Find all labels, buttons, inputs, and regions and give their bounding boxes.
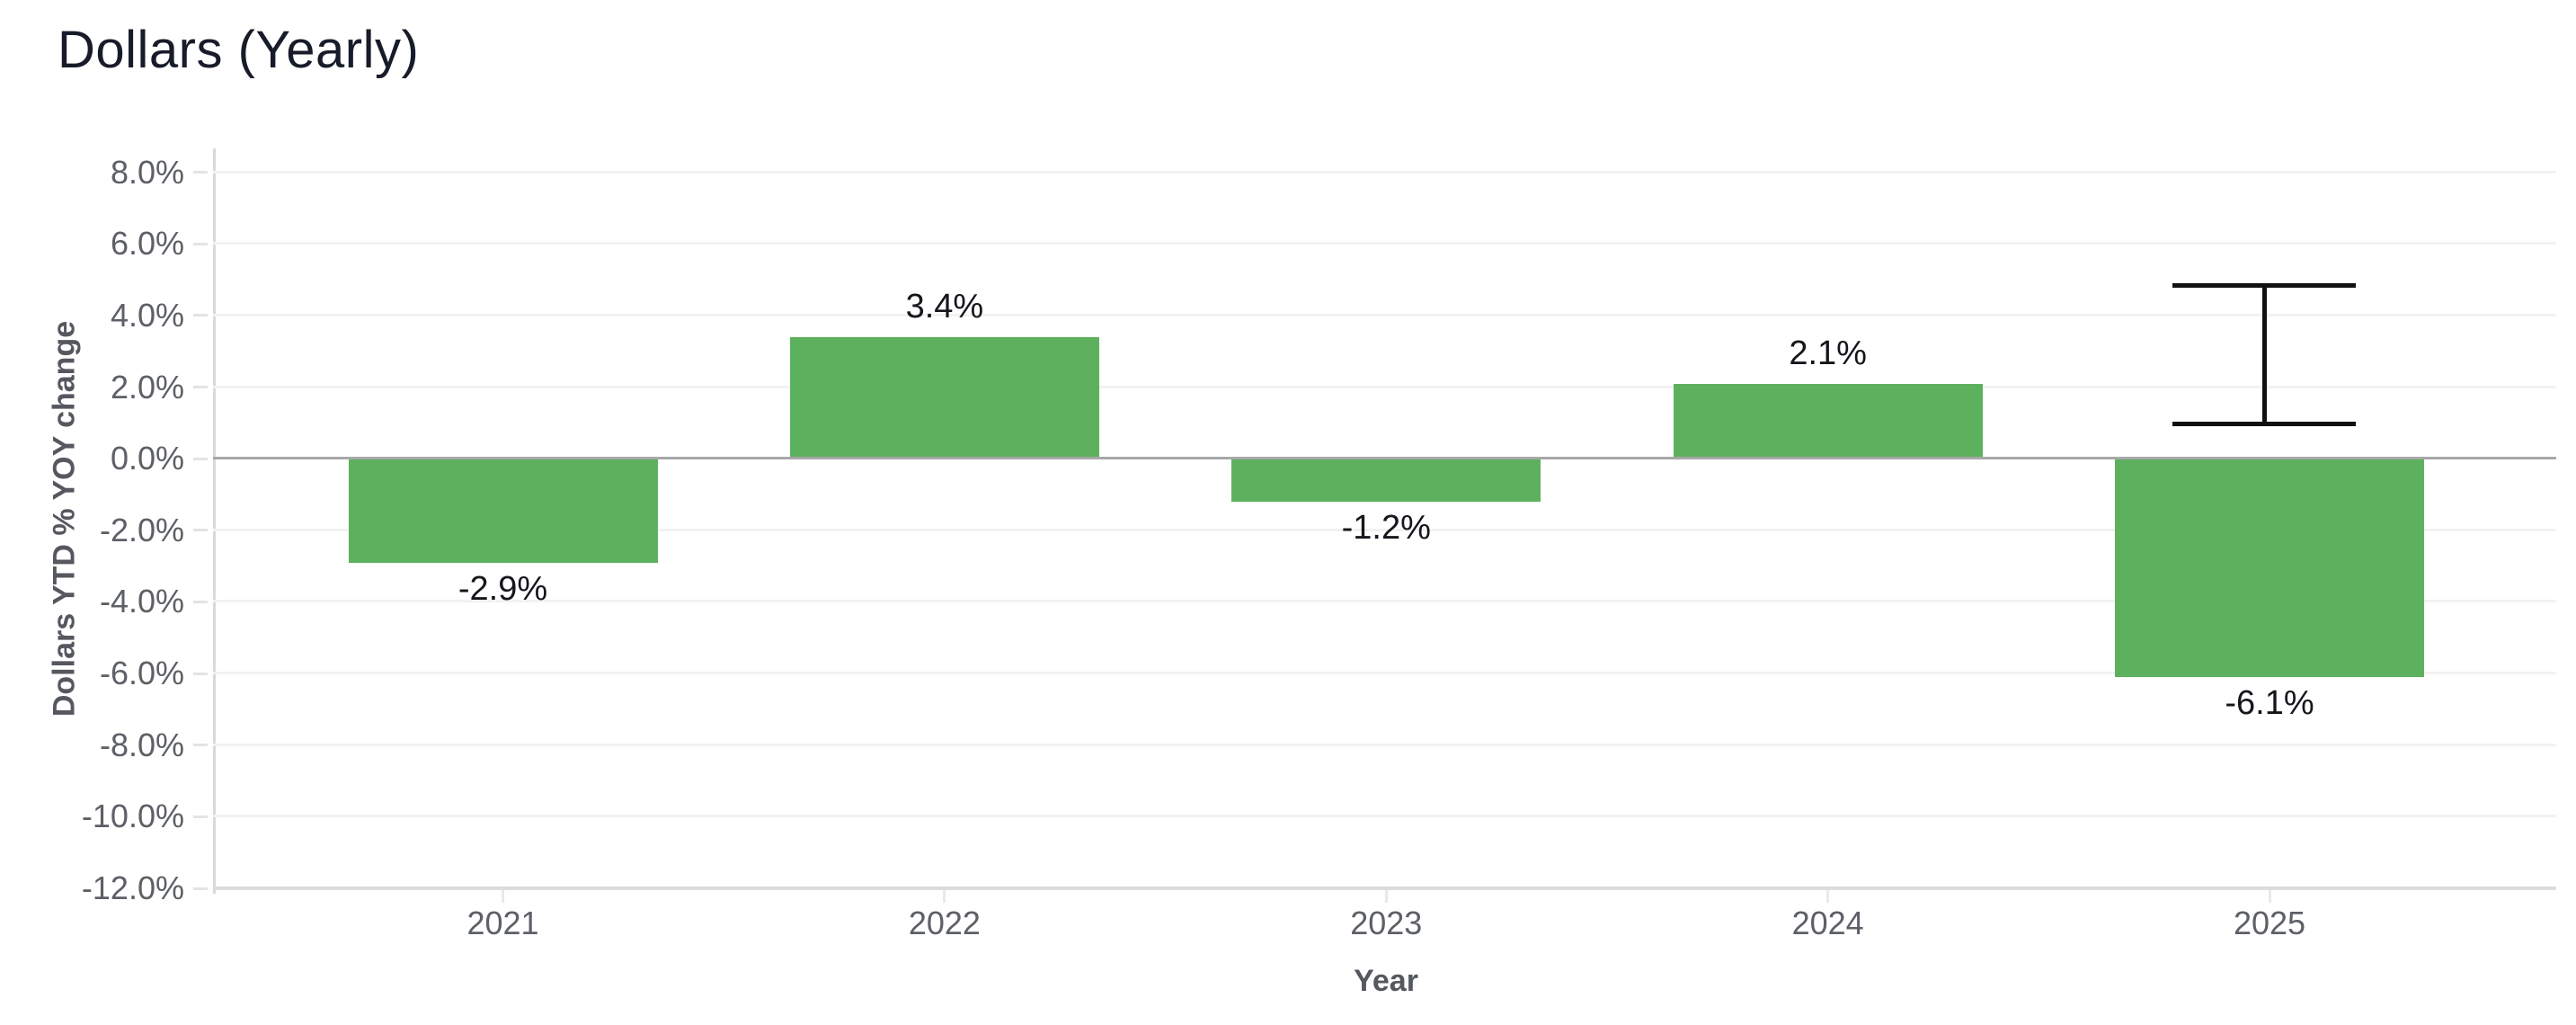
gridline	[213, 385, 2556, 388]
y-axis-tick	[193, 314, 208, 317]
y-axis-tick	[193, 600, 208, 603]
bar-value-label: 2.1%	[1789, 334, 1867, 372]
gridline	[213, 815, 2556, 818]
bar-value-label: 3.4%	[905, 287, 984, 325]
bar-value-label: -2.9%	[457, 569, 548, 608]
gridline	[213, 600, 2556, 603]
y-axis-tick	[193, 672, 208, 675]
y-axis-tick	[193, 815, 208, 818]
x-axis-tick	[943, 890, 946, 903]
y-axis-tick	[193, 529, 208, 532]
x-axis-tick-label: 2022	[908, 905, 981, 941]
y-axis-tick	[193, 744, 208, 747]
x-axis-tick	[2268, 890, 2271, 903]
gridline	[213, 672, 2556, 675]
y-axis-tick-label: -6.0%	[99, 655, 184, 692]
x-axis-tick	[502, 890, 504, 903]
plot-area: -2.9% 3.4% -1.2% 2.1% -6.1%	[213, 148, 2556, 890]
gridline	[213, 743, 2556, 746]
bar-2023[interactable]	[1231, 459, 1541, 502]
chart-title: Dollars (Yearly)	[58, 21, 420, 79]
x-axis-line	[213, 887, 2556, 890]
x-axis-tick	[1384, 890, 1388, 903]
y-axis-tick-label: 6.0%	[110, 225, 184, 263]
x-axis-title: Year	[1354, 964, 1418, 998]
y-axis-tick	[193, 457, 208, 460]
x-axis-tick-label: 2024	[1791, 905, 1864, 941]
y-axis-tick-label: -10.0%	[81, 798, 184, 835]
bar-2024[interactable]	[1673, 383, 1983, 459]
x-axis-tick-label: 2025	[2233, 905, 2306, 941]
y-axis-tick-label: 0.0%	[110, 440, 184, 477]
zero-line	[213, 457, 2556, 460]
bar-2021[interactable]	[348, 459, 658, 563]
bar-value-label: -1.2%	[1341, 508, 1431, 547]
x-axis-tick	[1826, 890, 1830, 903]
y-axis-line	[213, 148, 216, 894]
x-axis-tick-label: 2021	[466, 905, 539, 941]
bar-2022[interactable]	[789, 336, 1099, 459]
gridline	[213, 313, 2556, 316]
y-axis-tick-label: -4.0%	[99, 583, 184, 620]
y-axis-tick	[193, 171, 208, 174]
y-axis-tick-label: 4.0%	[110, 296, 184, 334]
y-axis-tick-label: -8.0%	[99, 726, 184, 763]
y-axis-tick-label: 2.0%	[110, 368, 184, 406]
bar-value-label: -6.1%	[2225, 684, 2314, 723]
y-axis-tick-label: 8.0%	[110, 153, 184, 191]
x-axis-tick-label: 2023	[1350, 905, 1423, 941]
gridline	[213, 242, 2556, 245]
gridline	[213, 170, 2556, 174]
y-axis-tick-label: -12.0%	[81, 869, 184, 906]
error-bar-stem	[2261, 283, 2267, 427]
y-axis-tick	[193, 887, 208, 890]
y-axis-tick-label: -2.0%	[99, 511, 184, 548]
y-axis-tick	[193, 386, 208, 389]
gridline	[213, 528, 2556, 531]
bar-2025[interactable]	[2115, 459, 2425, 678]
error-bar	[2172, 283, 2357, 427]
y-axis-tick	[193, 242, 208, 245]
